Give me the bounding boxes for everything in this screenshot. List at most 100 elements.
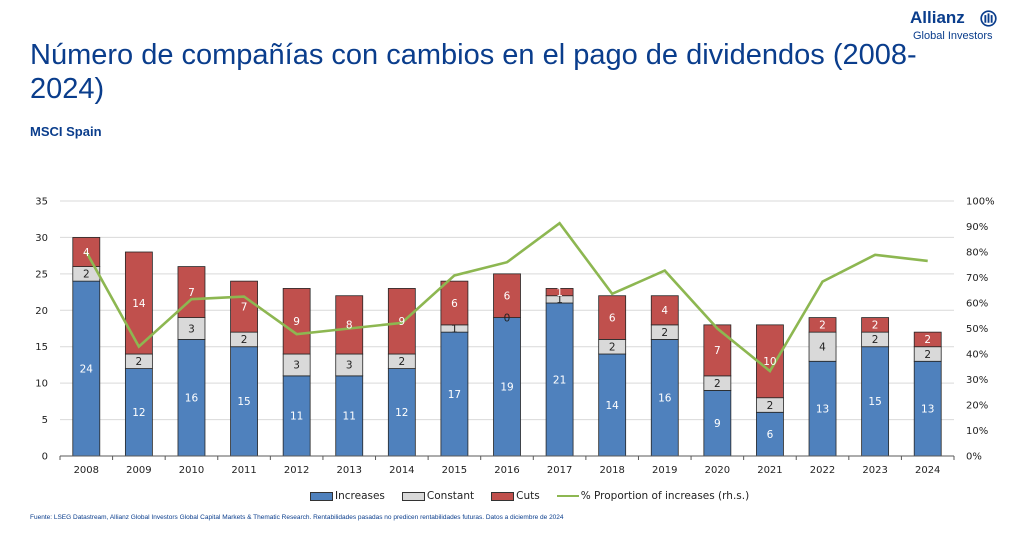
data-label: 2	[819, 320, 826, 332]
data-label: 2	[136, 356, 143, 368]
data-label: 6	[767, 429, 774, 441]
x-tick-label: 2019	[652, 465, 677, 476]
legend-swatch-increases	[310, 491, 333, 501]
logo-subtitle: Global Investors	[913, 30, 993, 42]
data-label: 2	[767, 400, 774, 412]
bar-segment-cuts	[335, 295, 364, 355]
data-label: 13	[921, 403, 934, 415]
data-label: 9	[714, 418, 721, 430]
data-label: 1	[556, 287, 563, 299]
bar-segment-increases	[440, 331, 469, 457]
data-label: 4	[661, 305, 668, 317]
bar-segment-increases	[703, 390, 732, 457]
chart-subtitle: MSCI Spain	[30, 124, 102, 139]
bar-segment-increases	[650, 339, 679, 457]
bar-segment-cuts	[861, 317, 890, 333]
data-label: 24	[80, 363, 94, 375]
bar-segment-increases	[335, 375, 364, 457]
data-label: 13	[816, 403, 829, 415]
bar-segment-increases	[756, 411, 784, 457]
legend-label-proportion: % Proportion of increases (rh.s.)	[580, 490, 750, 502]
x-tick-label: 2021	[757, 465, 782, 476]
data-label: 4	[83, 247, 90, 259]
data-label: 7	[188, 287, 195, 299]
x-tick-label: 2012	[284, 465, 309, 476]
x-tick-label: 2016	[494, 465, 519, 476]
legend-label-increases: Increases	[335, 490, 385, 502]
bar-segment-increases	[387, 368, 416, 457]
y2-tick-label: 60%	[966, 299, 988, 310]
data-label: 7	[241, 301, 248, 313]
bar-segment-increases	[545, 302, 574, 457]
data-label: 14	[605, 400, 619, 412]
data-label: 2	[872, 334, 879, 346]
bar-segment-cuts	[230, 280, 258, 333]
bar-segment-cuts	[913, 331, 942, 348]
data-label: 10	[763, 356, 776, 368]
y2-tick-label: 80%	[966, 248, 988, 259]
y-tick-label: 35	[35, 197, 48, 208]
x-tick-label: 2022	[810, 465, 835, 476]
y2-tick-label: 50%	[966, 324, 988, 335]
y-tick-label: 20	[35, 306, 48, 317]
data-label: 15	[237, 396, 250, 408]
data-label: 7	[714, 345, 721, 357]
y2-tick-label: 100%	[966, 197, 995, 208]
data-labels: 2424122141637152711391138122917161906211…	[80, 247, 935, 441]
data-label: 2	[661, 327, 668, 339]
x-tick-label: 2009	[126, 465, 151, 476]
y-tick-label: 25	[35, 269, 48, 280]
bar-segment-cuts	[650, 295, 679, 326]
legend-item-increases: Increases	[310, 490, 385, 502]
data-label: 6	[504, 291, 511, 303]
x-tick-label: 2011	[231, 465, 256, 476]
data-label: 2	[872, 320, 879, 332]
data-label: 16	[185, 393, 199, 405]
x-tick-label: 2015	[442, 465, 467, 476]
axes: 051015202530350%10%20%30%40%50%60%70%80%…	[35, 197, 994, 477]
bar-segment-constant	[808, 331, 837, 362]
bar-segment-cuts	[282, 288, 311, 355]
legend-item-cuts: Cuts	[491, 490, 540, 502]
y2-tick-label: 30%	[966, 375, 988, 386]
logo-name: Allianz	[910, 8, 965, 27]
data-label: 21	[553, 374, 566, 386]
brand-logo: Allianz Global Investors	[910, 8, 1020, 48]
x-tick-label: 2023	[862, 465, 887, 476]
bar-segment-increases	[808, 360, 837, 457]
bar-segment-increases	[230, 346, 258, 457]
legend-swatch-constant	[401, 491, 425, 501]
data-label: 15	[868, 396, 881, 408]
bar-segment-increases	[282, 375, 311, 457]
data-label: 2	[924, 334, 931, 346]
data-label: 2	[398, 356, 405, 368]
data-label: 12	[132, 407, 145, 419]
y-tick-label: 15	[35, 342, 48, 353]
data-label: 3	[293, 360, 300, 372]
allianz-eagle-icon	[980, 10, 997, 27]
legend-label-cuts: Cuts	[516, 490, 540, 502]
y2-tick-label: 0%	[966, 452, 982, 463]
data-label: 1	[556, 294, 563, 306]
data-label: 9	[293, 316, 300, 328]
x-tick-label: 2024	[915, 465, 940, 476]
data-label: 6	[451, 298, 458, 310]
y-tick-label: 5	[42, 415, 48, 426]
data-label: 6	[609, 312, 616, 324]
proportion-line	[85, 221, 928, 374]
data-label: 14	[132, 298, 146, 310]
data-label: 3	[346, 360, 353, 372]
chart-legend: Increases Constant Cuts % Proportion of …	[310, 488, 766, 504]
data-label: 4	[819, 342, 826, 354]
legend-swatch-cuts	[491, 491, 515, 501]
bars	[72, 237, 942, 457]
data-label: 3	[188, 323, 195, 335]
y2-tick-label: 10%	[966, 426, 988, 437]
data-label: 12	[395, 407, 408, 419]
x-tick-label: 2010	[179, 465, 204, 476]
data-label: 8	[346, 320, 353, 332]
x-tick-label: 2018	[599, 465, 624, 476]
data-label: 11	[290, 411, 303, 423]
bar-segment-increases	[177, 339, 206, 457]
